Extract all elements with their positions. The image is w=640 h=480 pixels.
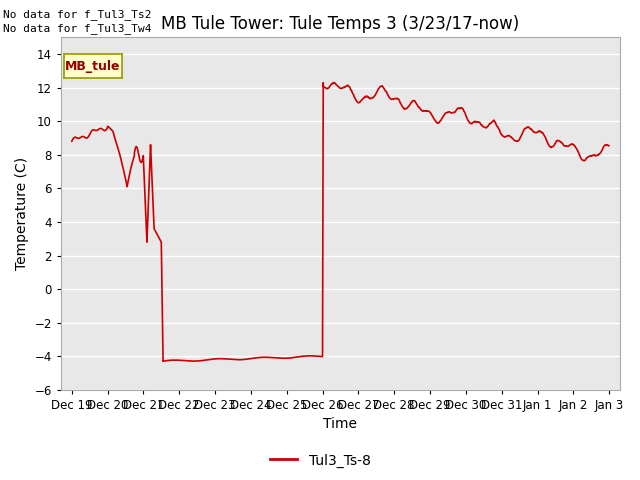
Legend: Tul3_Ts-8: Tul3_Ts-8: [264, 448, 376, 473]
Title: MB Tule Tower: Tule Temps 3 (3/23/17-now): MB Tule Tower: Tule Temps 3 (3/23/17-now…: [161, 15, 520, 33]
Text: No data for f_Tul3_Ts2: No data for f_Tul3_Ts2: [3, 9, 152, 20]
Y-axis label: Temperature (C): Temperature (C): [15, 157, 29, 270]
X-axis label: Time: Time: [323, 418, 357, 432]
Text: No data for f_Tul3_Tw4: No data for f_Tul3_Tw4: [3, 23, 152, 34]
Text: MB_tule: MB_tule: [65, 60, 121, 72]
